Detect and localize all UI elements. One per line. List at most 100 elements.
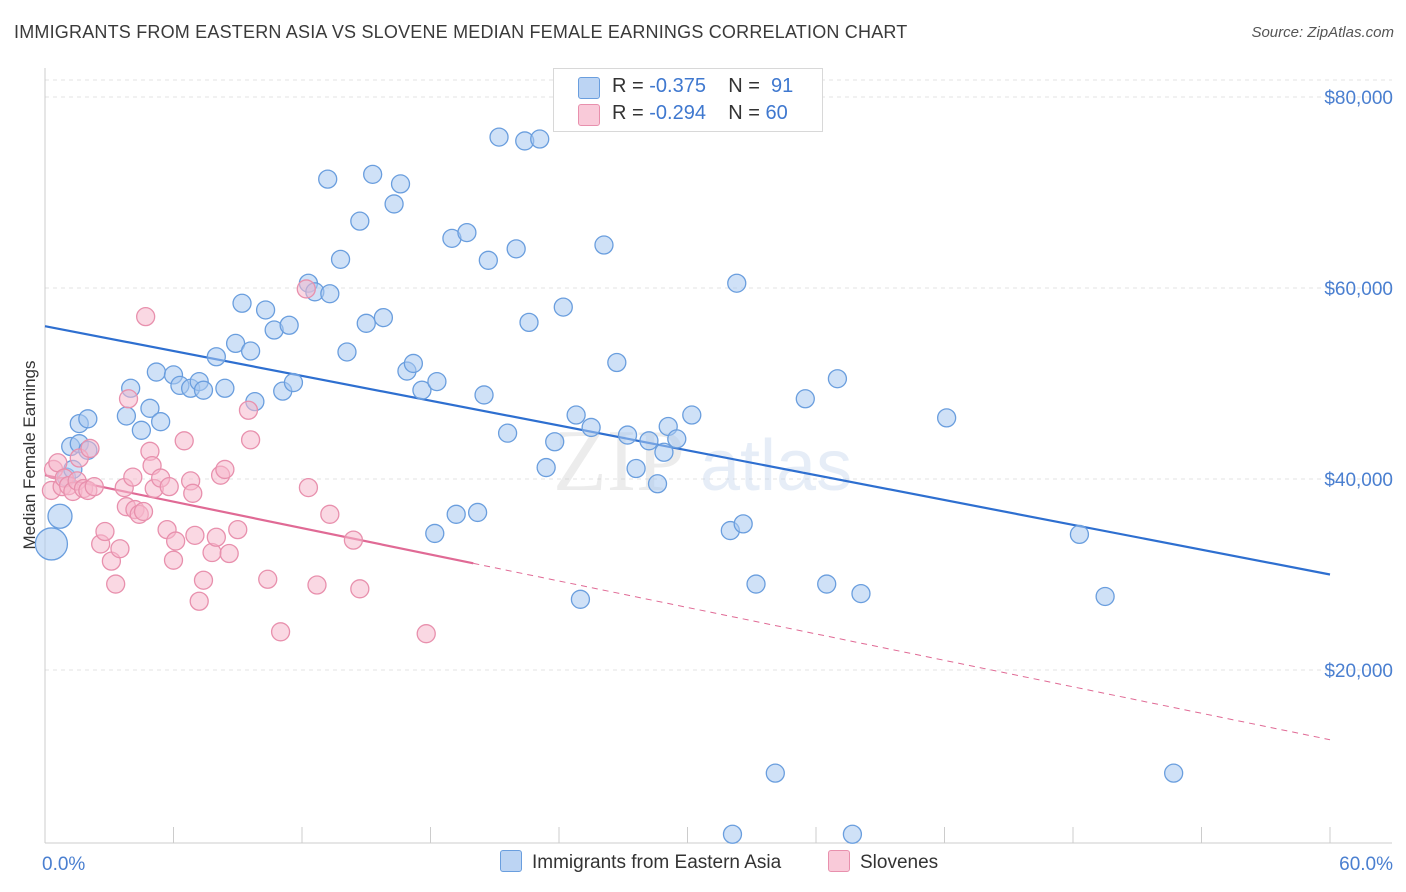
point-eastern-asia bbox=[553, 297, 573, 317]
point-slovenes bbox=[228, 519, 248, 540]
point-slovenes bbox=[80, 438, 100, 459]
point-eastern-asia bbox=[403, 353, 424, 374]
legend-n-value: 91 bbox=[771, 75, 794, 97]
point-slovenes bbox=[219, 543, 239, 564]
trend-line-slovenes-extrapolated bbox=[473, 562, 1331, 741]
axes bbox=[44, 68, 1392, 844]
point-eastern-asia bbox=[817, 574, 837, 594]
legend-n-value: 60 bbox=[765, 102, 788, 124]
point-eastern-asia bbox=[34, 527, 69, 561]
point-eastern-asia bbox=[356, 313, 376, 333]
point-slovenes bbox=[165, 531, 186, 551]
legend-swatch-blue bbox=[578, 77, 600, 99]
point-eastern-asia bbox=[617, 425, 638, 445]
point-eastern-asia bbox=[682, 405, 702, 425]
point-slovenes bbox=[189, 591, 209, 611]
point-eastern-asia bbox=[1069, 524, 1090, 545]
point-slovenes bbox=[320, 504, 340, 524]
point-eastern-asia bbox=[827, 369, 848, 389]
point-slovenes bbox=[307, 575, 327, 595]
point-eastern-asia bbox=[131, 420, 152, 440]
legend-row-eastern-asia: R = -0.375 N = 91 bbox=[554, 73, 822, 101]
point-eastern-asia bbox=[667, 429, 687, 449]
point-eastern-asia bbox=[594, 235, 614, 255]
point-eastern-asia bbox=[654, 442, 674, 462]
point-slovenes bbox=[136, 306, 156, 327]
point-slovenes bbox=[258, 569, 278, 589]
point-eastern-asia bbox=[427, 371, 447, 392]
point-eastern-asia bbox=[363, 164, 383, 185]
legend-r-label: R = bbox=[612, 102, 650, 124]
point-eastern-asia bbox=[232, 293, 252, 313]
point-eastern-asia bbox=[337, 342, 357, 362]
point-eastern-asia bbox=[506, 239, 526, 259]
point-eastern-asia bbox=[215, 378, 235, 398]
point-slovenes bbox=[343, 530, 364, 550]
point-eastern-asia bbox=[1164, 763, 1184, 783]
legend-r-label: R = bbox=[612, 75, 650, 97]
point-slovenes bbox=[183, 483, 203, 503]
point-eastern-asia bbox=[330, 249, 351, 270]
point-eastern-asia bbox=[240, 341, 261, 361]
point-eastern-asia bbox=[320, 284, 340, 304]
point-eastern-asia bbox=[936, 408, 957, 428]
legend-swatch-blue bbox=[500, 850, 522, 872]
point-eastern-asia bbox=[474, 385, 494, 405]
legend-row-slovenes: R = -0.294 N = 60 bbox=[554, 100, 822, 128]
point-eastern-asia bbox=[647, 474, 668, 494]
point-eastern-asia bbox=[626, 458, 646, 479]
point-slovenes bbox=[174, 431, 194, 451]
point-eastern-asia bbox=[279, 315, 299, 335]
point-eastern-asia bbox=[373, 307, 394, 328]
point-eastern-asia bbox=[193, 380, 214, 400]
point-eastern-asia bbox=[78, 409, 98, 429]
point-eastern-asia bbox=[727, 273, 747, 293]
point-slovenes bbox=[123, 467, 143, 487]
legend-label-eastern-asia: Immigrants from Eastern Asia bbox=[532, 852, 782, 873]
point-slovenes bbox=[185, 525, 205, 545]
point-slovenes bbox=[106, 574, 126, 594]
point-eastern-asia bbox=[384, 194, 404, 214]
legend-label-slovenes: Slovenes bbox=[860, 852, 939, 873]
legend-r-value: -0.375 bbox=[649, 75, 706, 97]
bottom-legend-slovenes: Slovenes bbox=[828, 850, 938, 874]
legend-r-value: -0.294 bbox=[649, 102, 706, 124]
legend-n-label: N = bbox=[728, 102, 766, 124]
point-eastern-asia bbox=[478, 250, 498, 270]
point-slovenes bbox=[206, 527, 226, 547]
point-slovenes bbox=[193, 570, 214, 590]
point-eastern-asia bbox=[467, 502, 488, 523]
point-eastern-asia bbox=[607, 352, 627, 373]
point-eastern-asia bbox=[457, 222, 477, 243]
legend-n-label: N = bbox=[728, 75, 766, 97]
point-eastern-asia bbox=[519, 312, 539, 333]
point-slovenes bbox=[95, 521, 115, 542]
chart-source: Source: ZipAtlas.com bbox=[1251, 24, 1394, 41]
point-eastern-asia bbox=[545, 432, 565, 452]
point-eastern-asia bbox=[722, 824, 743, 844]
tick-labels: $20,000 $40,000 $60,000 $80,000 0.0% 60.0% Med… bbox=[20, 88, 1393, 875]
point-eastern-asia bbox=[146, 362, 167, 382]
chart-title: IMMIGRANTS FROM EASTERN ASIA VS SLOVENE … bbox=[14, 22, 908, 42]
y-tick-label: $80,000 bbox=[1324, 88, 1393, 109]
point-eastern-asia bbox=[390, 174, 411, 194]
point-slovenes bbox=[416, 624, 436, 644]
point-eastern-asia bbox=[530, 129, 550, 149]
bottom-legend-eastern-asia: Immigrants from Eastern Asia bbox=[500, 850, 781, 874]
x-tick-label-max: 60.0% bbox=[1339, 854, 1393, 875]
y-tick-label: $60,000 bbox=[1324, 279, 1393, 300]
point-eastern-asia bbox=[536, 457, 556, 478]
point-eastern-asia bbox=[150, 412, 171, 432]
trend-line-eastern-asia bbox=[44, 325, 1331, 576]
point-eastern-asia bbox=[116, 406, 137, 426]
point-slovenes bbox=[240, 430, 261, 450]
point-eastern-asia bbox=[206, 347, 226, 367]
point-eastern-asia bbox=[283, 372, 304, 393]
point-slovenes bbox=[350, 579, 370, 599]
point-eastern-asia bbox=[225, 333, 246, 354]
point-eastern-asia bbox=[446, 504, 466, 524]
point-eastern-asia bbox=[733, 514, 753, 534]
point-slovenes bbox=[296, 279, 316, 299]
point-eastern-asia bbox=[570, 589, 591, 609]
